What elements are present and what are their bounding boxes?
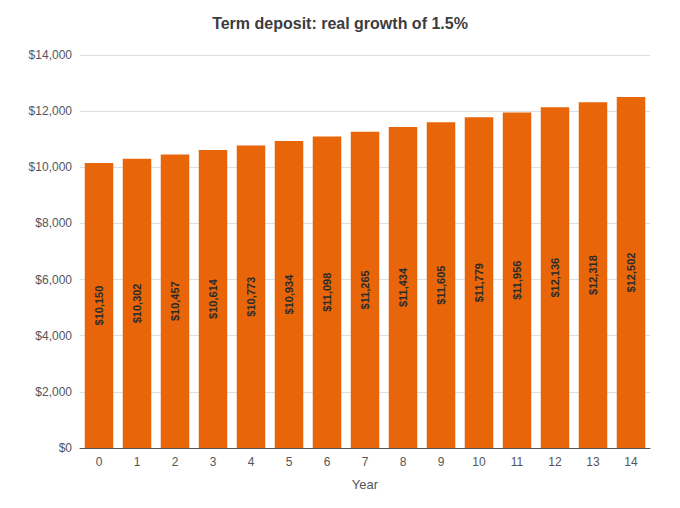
svg-text:$10,302: $10,302	[131, 284, 143, 324]
svg-text:$0: $0	[59, 441, 73, 455]
svg-text:$11,265: $11,265	[359, 270, 371, 309]
svg-text:$11,098: $11,098	[321, 273, 333, 312]
svg-text:13: 13	[586, 455, 600, 469]
svg-text:4: 4	[248, 455, 255, 469]
svg-text:$8,000: $8,000	[35, 216, 72, 230]
svg-text:6: 6	[324, 455, 331, 469]
svg-text:$10,000: $10,000	[29, 160, 73, 174]
svg-text:$12,000: $12,000	[29, 104, 73, 118]
svg-text:12: 12	[548, 455, 562, 469]
svg-text:$6,000: $6,000	[35, 273, 72, 287]
svg-text:$14,000: $14,000	[29, 48, 73, 62]
svg-text:$12,136: $12,136	[549, 258, 561, 298]
svg-text:$11,605: $11,605	[435, 266, 447, 305]
svg-text:$12,318: $12,318	[587, 255, 599, 295]
svg-text:$11,779: $11,779	[473, 263, 485, 302]
svg-text:Term deposit: real growth of 1: Term deposit: real growth of 1.5%	[212, 15, 468, 32]
svg-text:10: 10	[472, 455, 486, 469]
svg-text:2: 2	[172, 455, 179, 469]
svg-text:8: 8	[400, 455, 407, 469]
svg-text:11: 11	[511, 455, 524, 469]
svg-text:0: 0	[96, 455, 103, 469]
svg-text:3: 3	[210, 455, 217, 469]
svg-text:$10,150: $10,150	[93, 286, 105, 326]
svg-text:$2,000: $2,000	[35, 385, 72, 399]
svg-text:$4,000: $4,000	[35, 329, 72, 343]
svg-text:$12,502: $12,502	[625, 253, 637, 293]
svg-text:5: 5	[286, 455, 293, 469]
svg-text:$10,773: $10,773	[245, 277, 257, 317]
svg-text:14: 14	[624, 455, 638, 469]
svg-text:$11,434: $11,434	[397, 267, 409, 307]
svg-text:9: 9	[438, 455, 445, 469]
svg-text:Year: Year	[352, 477, 379, 492]
svg-text:$10,934: $10,934	[283, 274, 295, 315]
svg-text:$10,614: $10,614	[207, 278, 219, 319]
svg-text:$10,457: $10,457	[169, 281, 181, 321]
svg-text:7: 7	[362, 455, 369, 469]
svg-text:1: 1	[134, 455, 141, 469]
svg-text:$11,956: $11,956	[511, 261, 523, 300]
